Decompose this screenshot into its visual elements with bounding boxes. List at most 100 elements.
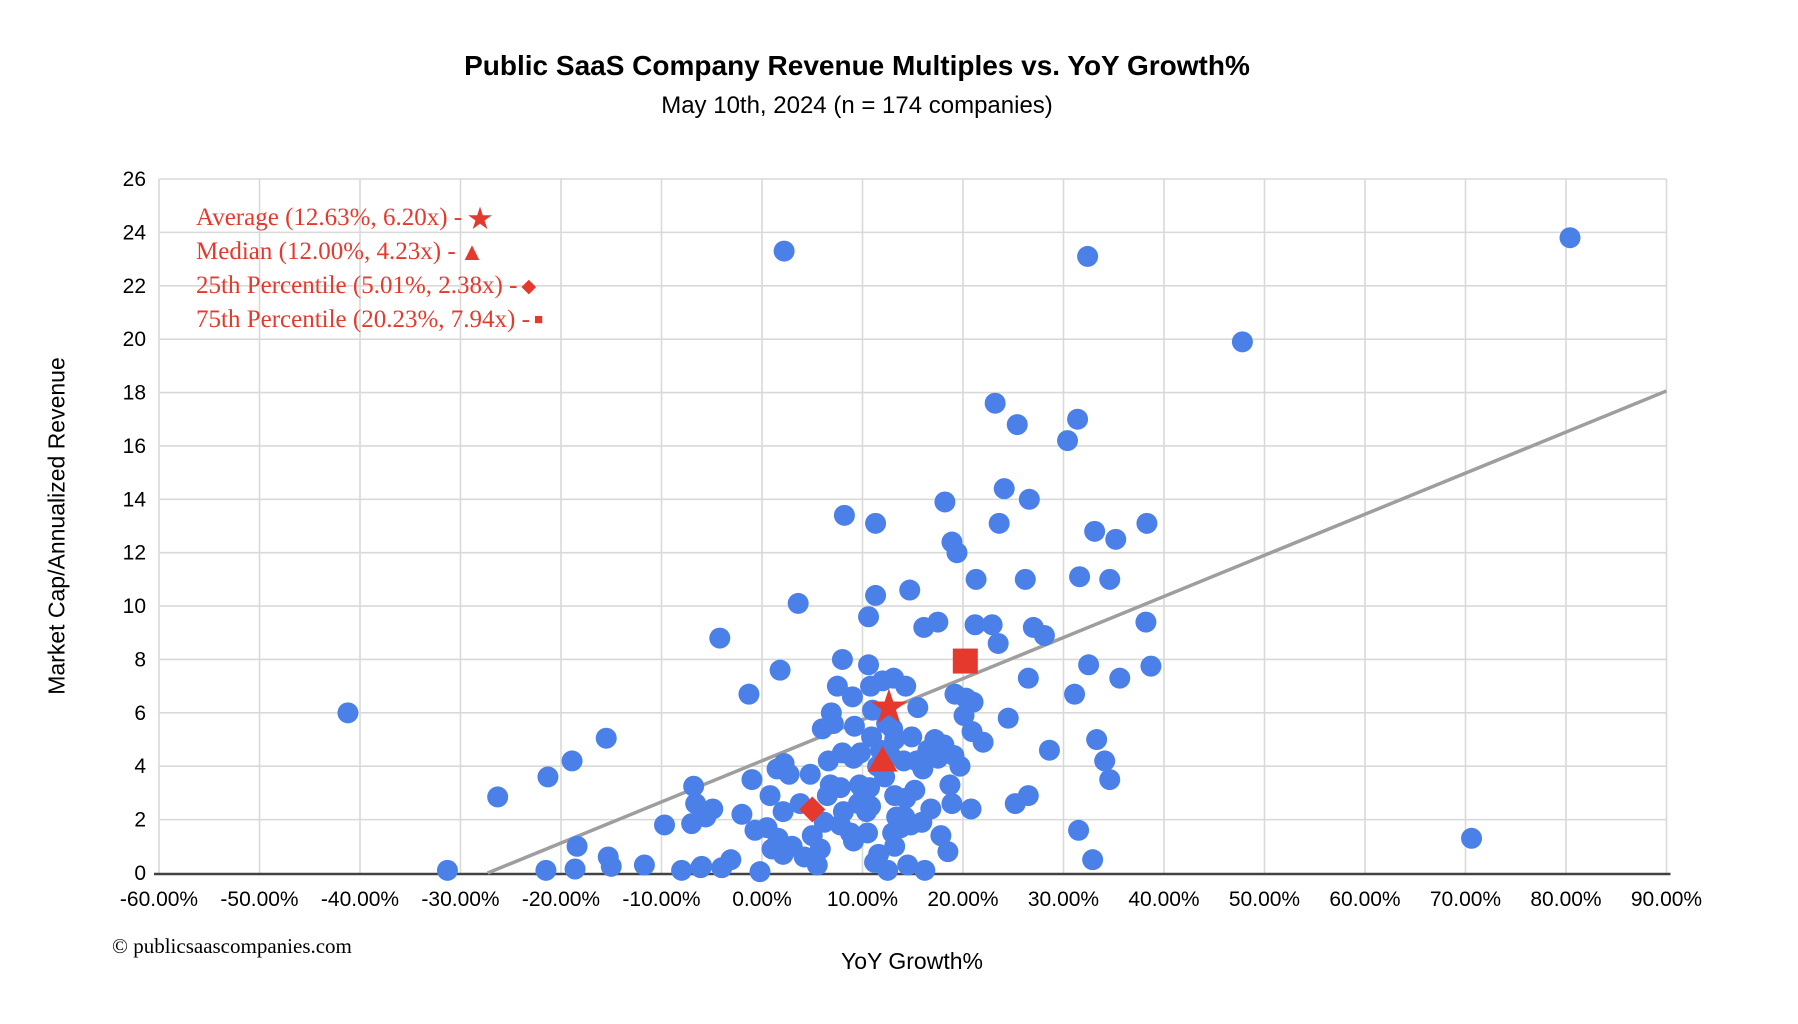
scatter-point[interactable] [858, 606, 880, 628]
scatter-point[interactable] [1057, 430, 1079, 452]
scatter-point[interactable] [487, 786, 509, 808]
scatter-point[interactable] [897, 854, 919, 876]
scatter-point[interactable] [972, 731, 994, 753]
scatter-point[interactable] [1018, 488, 1040, 510]
scatter-point[interactable] [960, 798, 982, 820]
scatter-point[interactable] [738, 683, 760, 705]
scatter-point[interactable] [964, 614, 986, 636]
scatter-point[interactable] [773, 240, 795, 262]
scatter-point[interactable] [535, 859, 557, 881]
scatter-point[interactable] [822, 713, 844, 735]
scatter-point[interactable] [965, 568, 987, 590]
scatter-point[interactable] [901, 726, 923, 748]
scatter-point[interactable] [914, 859, 936, 881]
scatter-point[interactable] [778, 763, 800, 785]
scatter-point[interactable] [1084, 520, 1106, 542]
scatter-point[interactable] [702, 798, 724, 820]
scatter-point[interactable] [829, 777, 851, 799]
scatter-point[interactable] [1231, 331, 1253, 353]
scatter-point[interactable] [930, 825, 952, 847]
scatter-point[interactable] [595, 727, 617, 749]
scatter-point[interactable] [799, 763, 821, 785]
scatter-point[interactable] [984, 392, 1006, 414]
scatter-point[interactable] [537, 766, 559, 788]
scatter-point[interactable] [1082, 849, 1104, 871]
scatter-point[interactable] [843, 715, 865, 737]
scatter-point[interactable] [884, 729, 906, 751]
scatter-point[interactable] [564, 858, 586, 880]
scatter-point[interactable] [895, 675, 917, 697]
scatter-point[interactable] [436, 859, 458, 881]
scatter-point[interactable] [934, 491, 956, 513]
scatter-point[interactable] [831, 648, 853, 670]
scatter-point[interactable] [841, 686, 863, 708]
scatter-point[interactable] [993, 478, 1015, 500]
scatter-point[interactable] [865, 512, 887, 534]
scatter-point[interactable] [1068, 819, 1090, 841]
scatter-point[interactable] [1105, 528, 1127, 550]
scatter-point[interactable] [927, 611, 949, 633]
scatter-point[interactable] [1069, 566, 1091, 588]
scatter-point[interactable] [1559, 227, 1581, 249]
scatter-point[interactable] [907, 697, 929, 719]
scatter-point[interactable] [1140, 655, 1162, 677]
scatter-point[interactable] [720, 849, 742, 871]
scatter-point[interactable] [859, 777, 881, 799]
scatter-point[interactable] [683, 775, 705, 797]
scatter-point[interactable] [337, 702, 359, 724]
scatter-point[interactable] [759, 785, 781, 807]
scatter-point[interactable] [1109, 667, 1131, 689]
marker-median[interactable] [867, 746, 898, 772]
scatter-point[interactable] [987, 632, 1009, 654]
marker-25th-percentile[interactable] [799, 796, 826, 823]
scatter-point[interactable] [633, 854, 655, 876]
scatter-point[interactable] [566, 835, 588, 857]
scatter-point[interactable] [1038, 739, 1060, 761]
scatter-point[interactable] [857, 822, 879, 844]
scatter-point[interactable] [1135, 611, 1157, 633]
scatter-point[interactable] [912, 758, 934, 780]
scatter-point[interactable] [1017, 667, 1039, 689]
scatter-point[interactable] [1099, 568, 1121, 590]
scatter-point[interactable] [561, 750, 583, 772]
scatter-point[interactable] [865, 584, 887, 606]
scatter-point[interactable] [772, 801, 794, 823]
scatter-point[interactable] [1006, 414, 1028, 436]
scatter-point[interactable] [899, 579, 921, 601]
scatter-point[interactable] [1461, 827, 1483, 849]
scatter-point[interactable] [1064, 683, 1086, 705]
scatter-point[interactable] [749, 861, 771, 883]
scatter-point[interactable] [1017, 785, 1039, 807]
scatter-point[interactable] [731, 803, 753, 825]
scatter-point[interactable] [884, 835, 906, 857]
scatter-point[interactable] [1014, 568, 1036, 590]
scatter-point[interactable] [937, 841, 959, 863]
scatter-point[interactable] [920, 798, 942, 820]
scatter-point[interactable] [769, 659, 791, 681]
scatter-point[interactable] [949, 755, 971, 777]
scatter-point[interactable] [962, 691, 984, 713]
scatter-point[interactable] [874, 766, 896, 788]
scatter-point[interactable] [868, 843, 890, 865]
scatter-point[interactable] [1086, 729, 1108, 751]
scatter-point[interactable] [671, 859, 693, 881]
marker-average[interactable] [870, 688, 907, 723]
scatter-point[interactable] [988, 512, 1010, 534]
scatter-point[interactable] [809, 838, 831, 860]
scatter-point[interactable] [787, 592, 809, 614]
scatter-point[interactable] [691, 855, 713, 877]
scatter-point[interactable] [1033, 624, 1055, 646]
scatter-point[interactable] [709, 627, 731, 649]
scatter-point[interactable] [939, 774, 961, 796]
scatter-point[interactable] [997, 707, 1019, 729]
scatter-point[interactable] [600, 855, 622, 877]
scatter-point[interactable] [833, 504, 855, 526]
scatter-point[interactable] [946, 542, 968, 564]
scatter-point[interactable] [877, 859, 899, 881]
scatter-point[interactable] [860, 795, 882, 817]
scatter-point[interactable] [849, 742, 871, 764]
scatter-point[interactable] [1078, 654, 1100, 676]
scatter-point[interactable] [741, 769, 763, 791]
scatter-point[interactable] [806, 854, 828, 876]
scatter-point[interactable] [1077, 245, 1099, 267]
